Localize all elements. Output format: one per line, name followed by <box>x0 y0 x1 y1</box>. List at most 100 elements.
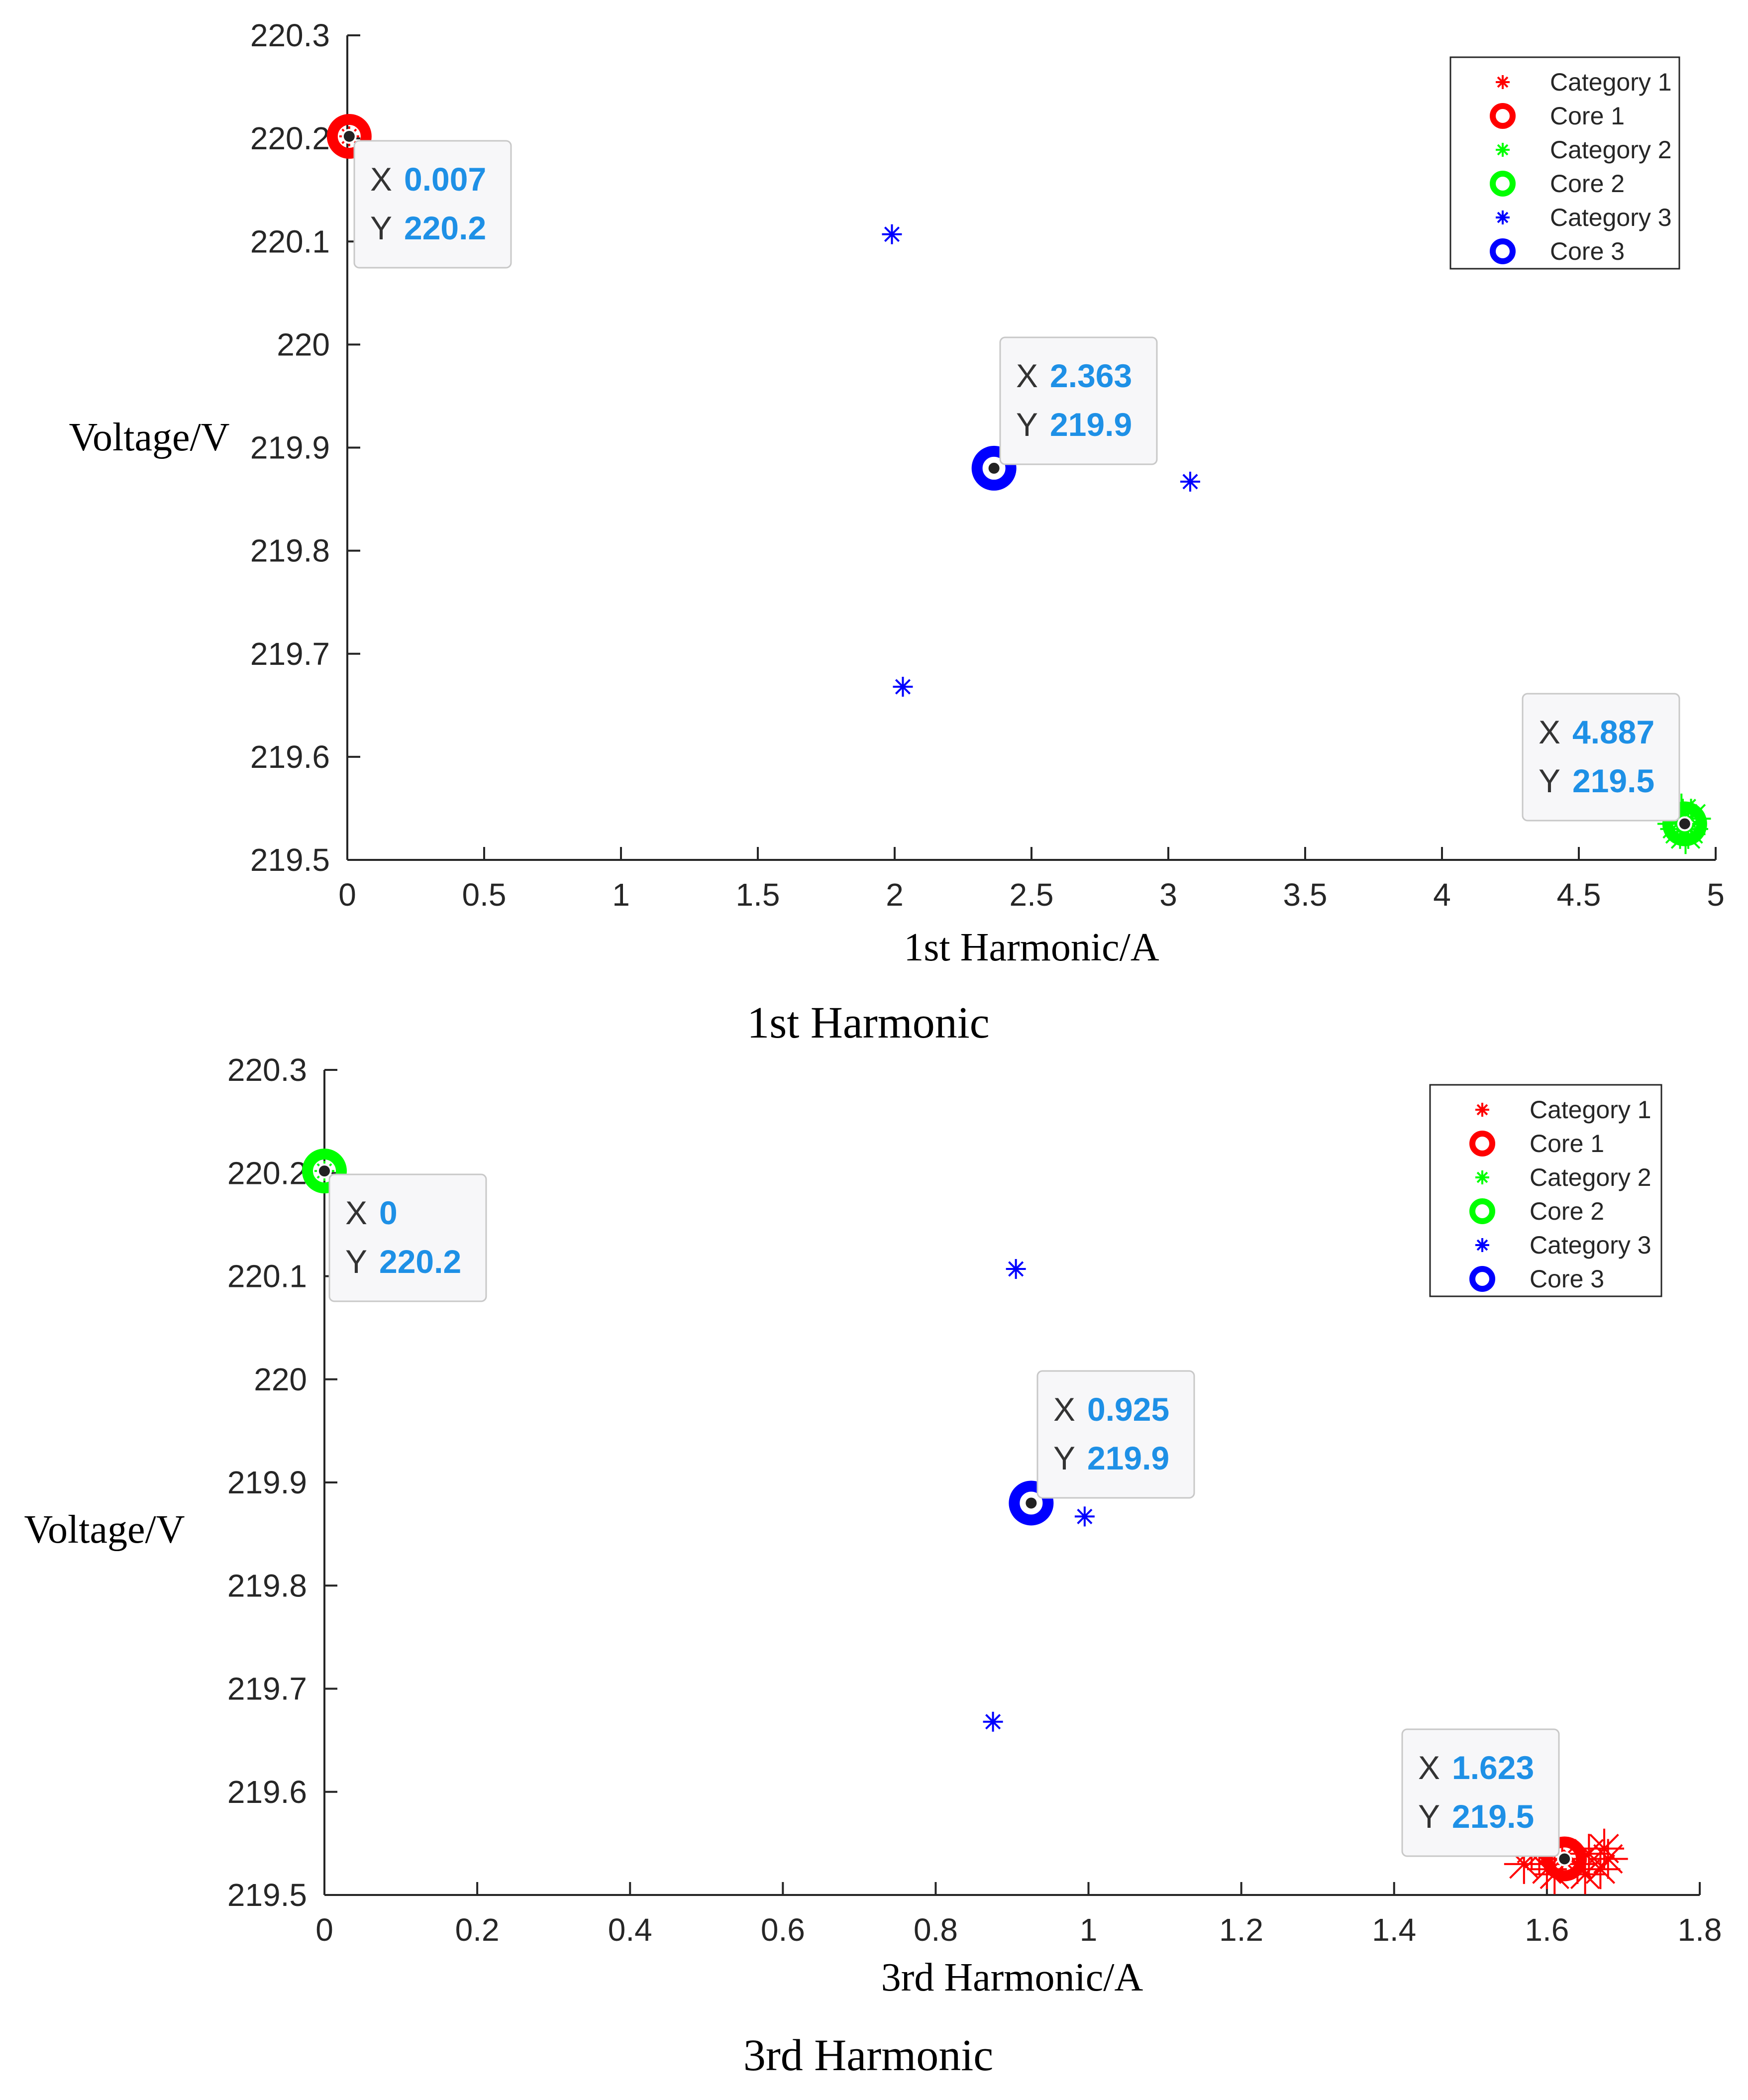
datatip-y-label: Y <box>1016 406 1038 443</box>
datatip-box <box>353 140 512 269</box>
datatip-x-value: 0.925 <box>1087 1391 1169 1428</box>
legend-label: Core 3 <box>1530 1265 1604 1293</box>
chart-title: 1st Harmonic <box>747 998 989 1048</box>
datatip-box <box>999 336 1158 465</box>
core-ring <box>326 113 372 159</box>
core-dot <box>341 128 357 144</box>
x-tick-label: 0.2 <box>455 1912 500 1948</box>
y-tick-label: 220.1 <box>227 1259 307 1294</box>
datatip-x-value: 1.623 <box>1452 1749 1534 1786</box>
y-tick-label: 219.5 <box>227 1877 307 1913</box>
core-core-2 <box>1662 801 1707 846</box>
legend-label: Category 2 <box>1530 1163 1651 1191</box>
datatip-y-value: 219.9 <box>1050 406 1132 443</box>
y-tick-label: 220 <box>254 1362 307 1397</box>
datatip-x-value: 0.007 <box>404 161 486 198</box>
legend-marker-ring <box>1469 1198 1495 1224</box>
x-tick-label: 1.5 <box>736 877 780 913</box>
core-core-3 <box>971 445 1017 491</box>
datatip-y-label: Y <box>1053 1440 1075 1476</box>
datatip-y-value: 219.9 <box>1087 1440 1169 1476</box>
data-point <box>893 677 913 697</box>
y-tick-label: 220.1 <box>250 223 330 259</box>
x-tick-label: 5 <box>1707 877 1725 913</box>
x-tick-label: 4 <box>1433 877 1451 913</box>
data-point <box>1180 471 1200 492</box>
legend-label: Category 1 <box>1550 68 1672 96</box>
legend-label: Category 3 <box>1530 1231 1651 1259</box>
datatip: X 0.925 Y 219.9 <box>1036 1370 1195 1499</box>
legend-label: Category 1 <box>1530 1096 1651 1124</box>
y-tick-label: 220.3 <box>250 17 330 53</box>
core-core-2 <box>302 1149 347 1194</box>
data-point <box>1074 1506 1095 1527</box>
x-tick-label: 1.4 <box>1372 1912 1416 1948</box>
core-dot <box>986 460 1002 476</box>
x-tick-label: 4.5 <box>1557 877 1601 913</box>
y-tick-label: 219.7 <box>227 1671 307 1707</box>
datatip-x-label: X <box>1053 1391 1075 1428</box>
x-tick-label: 1 <box>1080 1912 1098 1948</box>
datatip-x-value: 4.887 <box>1572 714 1654 750</box>
y-tick-label: 219.7 <box>250 636 330 672</box>
datatip-x-value: 2.363 <box>1050 357 1132 394</box>
x-tick-label: 0 <box>315 1912 333 1948</box>
legend-marker-asterisk <box>1475 1103 1489 1117</box>
y-tick-label: 220.3 <box>227 1052 307 1088</box>
legend-marker-ring <box>1469 1266 1495 1292</box>
chart-title: 3rd Harmonic <box>743 2031 993 2080</box>
datatip-x-label: X <box>1418 1749 1440 1786</box>
datatip: X 0Y 220.2 <box>328 1173 487 1302</box>
y-tick-label: 219.6 <box>227 1774 307 1810</box>
datatip: X 2.363 Y 219.9 <box>999 336 1158 465</box>
legend-marker-asterisk <box>1496 210 1510 224</box>
chart-3rd-harmonic: 0 0.2 0.4 0.6 0.8 1 1.2 1.4 1.6 1.8 219.5 219.6 219.… <box>24 1052 1722 2080</box>
datatip-y-value: 219.5 <box>1572 762 1654 799</box>
datatip-x-label: X <box>345 1194 367 1231</box>
datatip: X 0.007 Y 220.2 <box>353 140 512 269</box>
y-tick-label: 219.8 <box>250 533 330 569</box>
x-tick-label: 0.4 <box>608 1912 652 1948</box>
y-tick-label: 219.9 <box>227 1465 307 1500</box>
y-tick-label: 219.6 <box>250 739 330 775</box>
legend-marker-asterisk <box>1475 1170 1489 1184</box>
data-point <box>983 1711 1003 1732</box>
legend-marker-asterisk <box>1475 1238 1489 1252</box>
legend-marker-asterisk <box>1496 75 1510 89</box>
series-category-3 <box>983 1259 1095 1732</box>
y-tick-label: 219.8 <box>227 1568 307 1603</box>
data-point <box>882 224 902 244</box>
legend-label: Category 3 <box>1550 204 1672 231</box>
core-ring <box>1662 801 1707 846</box>
legend: Category 1 Core 1 Category 2 Core 2 Category… <box>1429 1084 1662 1297</box>
x-tick-label: 1 <box>612 877 630 913</box>
legend-label: Category 2 <box>1550 136 1672 164</box>
core-core-1 <box>1542 1836 1587 1882</box>
x-tick-label: 0.8 <box>914 1912 958 1948</box>
datatip-y-value: 220.2 <box>379 1243 461 1280</box>
x-tick-label: 0.5 <box>462 877 507 913</box>
y-axis-label: Voltage/V <box>24 1508 185 1552</box>
datatip-x-label: X <box>370 161 392 198</box>
legend-marker-asterisk <box>1496 143 1510 157</box>
legend-label: Core 3 <box>1550 237 1625 265</box>
legend-marker-ring <box>1490 103 1516 129</box>
legend-label: Core 2 <box>1550 170 1625 198</box>
legend-label: Core 1 <box>1530 1130 1604 1157</box>
legend-marker-ring <box>1490 238 1516 264</box>
datatip-box <box>1036 1370 1195 1499</box>
y-tick-label: 220.2 <box>250 120 330 156</box>
x-axis-label: 3rd Harmonic/A <box>881 1956 1143 1999</box>
datatip-y-label: Y <box>1418 1798 1440 1835</box>
core-ring <box>302 1149 347 1194</box>
core-ring <box>1542 1836 1587 1882</box>
x-tick-label: 1.8 <box>1678 1912 1722 1948</box>
core-dot <box>1557 1851 1572 1867</box>
chart-1st-harmonic: 0 0.5 1 1.5 2 2.5 3 3.5 4 4.5 5 219.5 219.6 219.7 219.… <box>69 17 1725 1048</box>
y-tick-label: 220.2 <box>227 1155 307 1191</box>
datatip: X 4.887 Y 219.5 <box>1522 693 1680 822</box>
x-tick-label: 3 <box>1159 877 1177 913</box>
y-tick-label: 219.5 <box>250 842 330 878</box>
legend-label: Core 1 <box>1550 102 1625 130</box>
core-dot <box>1024 1495 1039 1511</box>
